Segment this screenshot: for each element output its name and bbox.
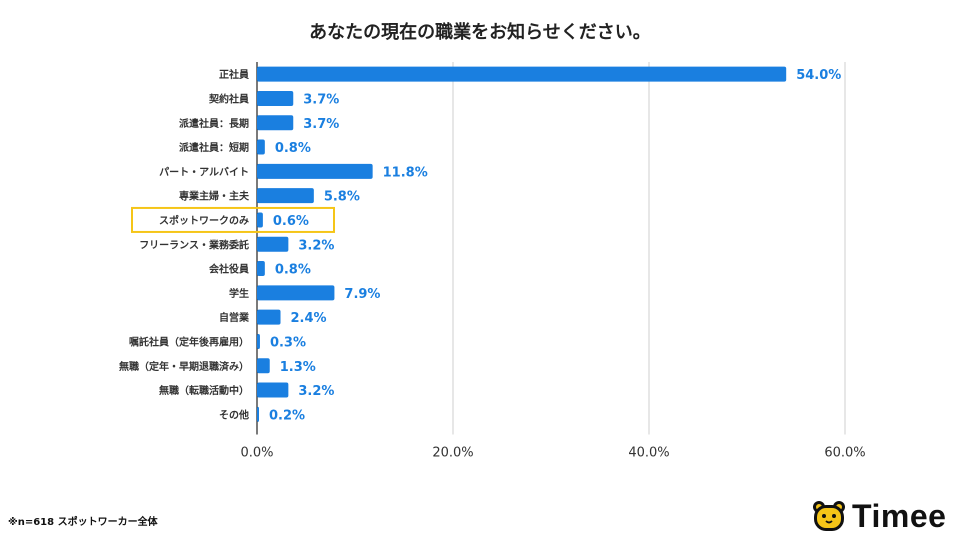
value-label: 0.6% [273, 214, 309, 229]
footnote: ※n=618 スポットワーカー全体 [8, 517, 158, 528]
category-label: 自営業 [219, 311, 250, 324]
bar [257, 139, 265, 155]
value-label: 3.2% [298, 238, 334, 253]
value-label: 11.8% [383, 165, 428, 180]
category-label: 正社員 [219, 68, 249, 81]
chart-title: あなたの現在の職業をお知らせください。 [309, 22, 651, 43]
category-label: 無職（転職活動中） [159, 384, 249, 397]
bar [257, 406, 259, 422]
bear-face-icon [813, 501, 845, 531]
category-label: その他 [219, 408, 249, 421]
bar [257, 261, 265, 277]
category-label: 派遣社員：短期 [179, 141, 249, 154]
value-label: 1.3% [280, 360, 316, 375]
value-label: 0.2% [269, 408, 305, 423]
bar [257, 333, 260, 349]
value-label: 54.0% [796, 68, 841, 83]
bar [257, 236, 289, 252]
value-label: 3.7% [303, 92, 339, 107]
x-tick-label: 20.0% [432, 446, 473, 461]
category-label: パート・アルバイト [159, 166, 249, 178]
bar [257, 309, 281, 325]
value-label: 3.7% [303, 117, 339, 132]
bar [257, 66, 787, 82]
category-label: 嘱託社員（定年後再雇用） [129, 335, 249, 348]
category-label: スポットワークのみ [159, 214, 249, 227]
category-label: 派遣社員：長期 [179, 117, 249, 130]
value-label: 3.2% [298, 384, 334, 399]
brand-logo: Timee [812, 496, 946, 536]
x-tick-label: 60.0% [824, 446, 865, 461]
highlight-box [131, 206, 335, 233]
category-label: 契約社員 [209, 92, 249, 105]
bar [257, 358, 270, 374]
bar [257, 188, 314, 204]
value-label: 2.4% [291, 311, 327, 326]
bar-chart: 0.0% 20.0% 40.0% 60.0% 正社員 54.0% 契約社員 3.7% 派遣社員：… [119, 62, 866, 461]
value-label: 0.3% [270, 335, 306, 350]
category-label: 専業主婦・主夫 [179, 190, 250, 203]
category-label: 会社役員 [209, 263, 249, 276]
value-label: 0.8% [275, 141, 311, 156]
bar [257, 163, 373, 179]
value-label: 5.8% [324, 190, 360, 205]
x-tick-label: 40.0% [628, 446, 669, 461]
category-label: フリーランス・業務委託 [139, 238, 249, 251]
bar [257, 90, 294, 106]
x-tick-label: 0.0% [240, 446, 273, 461]
brand-name: Timee [852, 497, 947, 534]
bar [257, 285, 335, 301]
bar [257, 115, 294, 131]
category-label: 学生 [229, 287, 249, 300]
category-label: 無職（定年・早期退職済み） [119, 360, 249, 373]
bar [257, 212, 263, 228]
value-label: 7.9% [344, 287, 380, 302]
value-label: 0.8% [275, 263, 311, 278]
bar [257, 382, 289, 398]
